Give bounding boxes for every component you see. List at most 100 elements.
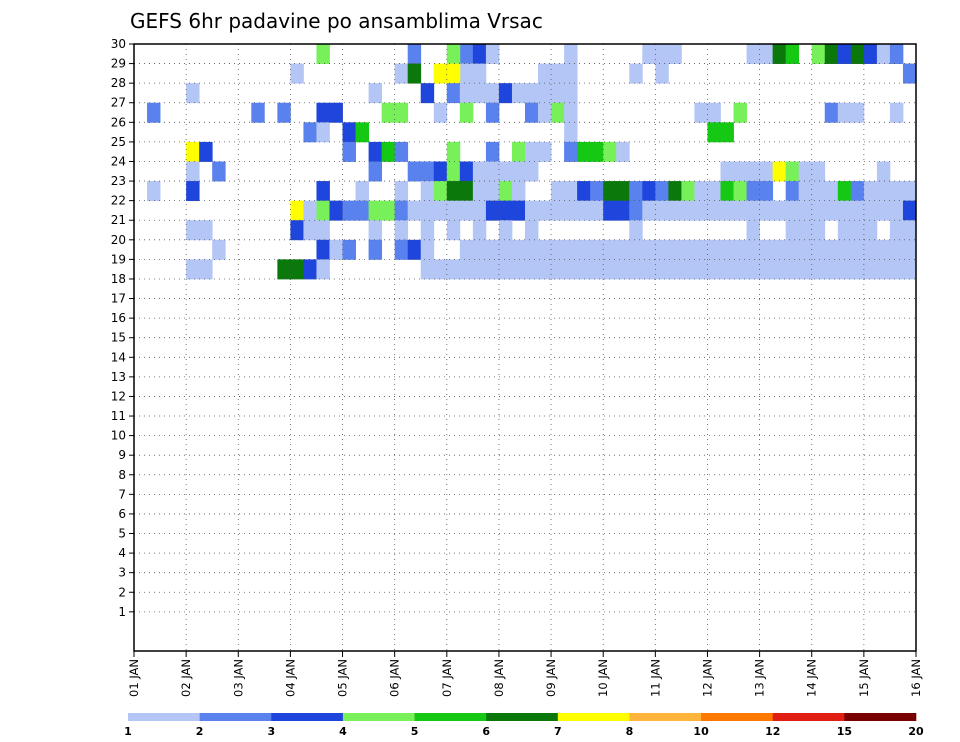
cell-207 xyxy=(394,220,409,241)
x-axis: 01 JAN 02 JAN 03 JAN 04 JAN 05 JAN 06 JAN 07 J… xyxy=(127,651,923,697)
cell-161 xyxy=(394,200,409,221)
cell-152 xyxy=(902,181,917,202)
cell-101 xyxy=(498,161,513,182)
cell-252 xyxy=(733,239,747,260)
cell-267 xyxy=(199,259,213,280)
cell-162 xyxy=(407,200,422,221)
cell-258 xyxy=(811,239,826,260)
cell-46 xyxy=(564,83,578,104)
cell-89 xyxy=(603,141,617,162)
cell-244 xyxy=(629,239,643,260)
colorbar-label-2: 2 xyxy=(196,725,204,738)
colorbar-swatch-6 xyxy=(557,713,630,721)
cell-223 xyxy=(212,239,226,260)
cell-205 xyxy=(316,220,330,241)
cell-100 xyxy=(485,161,500,182)
colorbar-swatch-3 xyxy=(342,713,415,721)
xtick-label-12: 13 JAN xyxy=(753,659,767,697)
cell-254 xyxy=(759,239,774,260)
colorbar: 1 2 3 4 5 6 7 8 10 12 15 20 xyxy=(124,713,924,738)
ytick-label-25: 25 xyxy=(111,135,126,149)
cell-266 xyxy=(186,259,200,280)
cell-255 xyxy=(772,239,787,260)
ytick-label-16: 16 xyxy=(111,311,126,325)
colorbar-label-3: 3 xyxy=(267,725,275,738)
cell-117 xyxy=(394,181,409,202)
cell-200 xyxy=(902,200,917,221)
cell-179 xyxy=(629,200,643,221)
cell-229 xyxy=(407,239,422,260)
cell-303 xyxy=(824,259,839,280)
cell-260 xyxy=(837,239,852,260)
colorbar-swatch-5 xyxy=(486,713,559,721)
cell-112 xyxy=(876,161,891,182)
cell-246 xyxy=(655,239,669,260)
cell-65 xyxy=(837,102,852,123)
cell-294 xyxy=(707,259,721,280)
cell-71 xyxy=(355,122,369,143)
cell-84 xyxy=(525,141,539,162)
cell-37 xyxy=(446,83,461,104)
cell-27 xyxy=(564,63,578,84)
cell-62 xyxy=(707,102,721,123)
cell-102 xyxy=(511,161,526,182)
cell-129 xyxy=(590,181,604,202)
cell-47 xyxy=(147,102,161,123)
cell-169 xyxy=(498,200,513,221)
cell-190 xyxy=(772,200,787,221)
cell-253 xyxy=(746,239,760,260)
cell-14 xyxy=(850,44,865,64)
cell-299 xyxy=(772,259,787,280)
cell-145 xyxy=(811,181,826,202)
cell-1 xyxy=(472,44,487,64)
cell-91 xyxy=(186,161,200,182)
cell-281 xyxy=(538,259,552,280)
colorbar-label-8: 8 xyxy=(626,725,634,738)
cell-90 xyxy=(616,141,630,162)
cell-291 xyxy=(668,259,682,280)
cell-199 xyxy=(889,200,904,221)
cell-212 xyxy=(525,220,539,241)
cell-70 xyxy=(342,122,356,143)
cell-68 xyxy=(303,122,317,143)
cell-10 xyxy=(785,44,800,64)
cell-13 xyxy=(837,44,852,64)
cell-286 xyxy=(603,259,617,280)
cell-7 xyxy=(746,44,760,64)
cell-58 xyxy=(538,102,552,123)
cell-74 xyxy=(564,122,578,143)
cell-63 xyxy=(733,102,747,123)
xtick-label-2: 03 JAN xyxy=(231,659,245,697)
cell-20 xyxy=(446,44,461,64)
cell-216 xyxy=(798,220,813,241)
cell-30 xyxy=(902,63,917,84)
xtick-label-14: 15 JAN xyxy=(857,659,871,697)
colorbar-swatch-0 xyxy=(128,713,200,721)
colorbar-label-7: 7 xyxy=(554,725,562,738)
cell-288 xyxy=(629,259,643,280)
cell-72 xyxy=(707,122,721,143)
xtick-label-1: 02 JAN xyxy=(179,659,193,697)
cell-77 xyxy=(342,141,356,162)
cell-151 xyxy=(889,181,904,202)
colorbar-swatch-8 xyxy=(701,713,774,721)
cell-147 xyxy=(837,181,852,202)
cell-306 xyxy=(863,259,878,280)
cell-279 xyxy=(511,259,526,280)
cell-76 xyxy=(199,141,213,162)
cell-135 xyxy=(668,181,682,202)
cell-99 xyxy=(472,161,487,182)
ytick-label-28: 28 xyxy=(111,76,126,90)
cell-211 xyxy=(498,220,513,241)
cell-97 xyxy=(446,161,461,182)
cell-88 xyxy=(590,141,604,162)
ytick-label-1: 1 xyxy=(118,605,126,619)
cell-57 xyxy=(525,102,539,123)
cell-106 xyxy=(746,161,760,182)
cell-219 xyxy=(850,220,865,241)
cell-26 xyxy=(551,63,565,84)
cell-234 xyxy=(498,239,513,260)
xtick-label-15: 16 JAN xyxy=(909,659,923,697)
cell-163 xyxy=(420,200,435,221)
